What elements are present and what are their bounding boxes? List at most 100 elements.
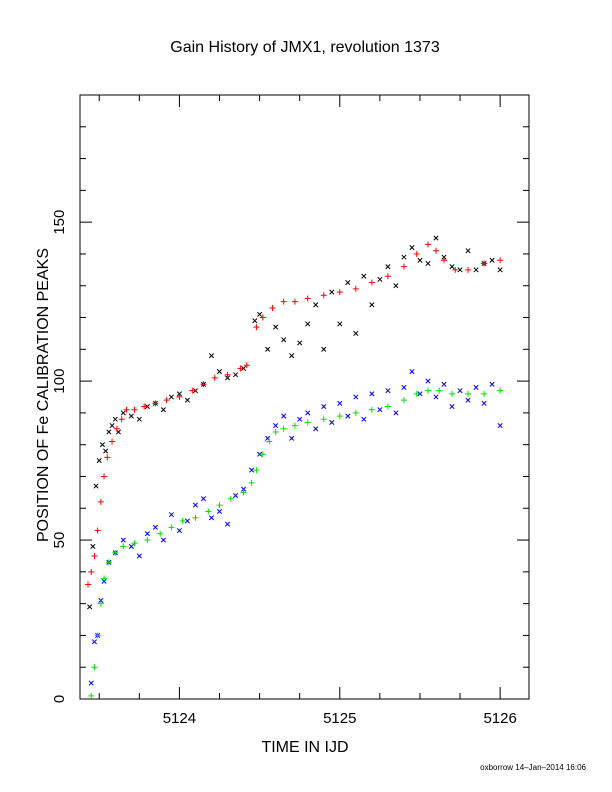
- data-point: [441, 254, 447, 260]
- data-point: [321, 403, 327, 410]
- data-point: [320, 416, 327, 423]
- data-point: [481, 400, 487, 406]
- data-point: [192, 514, 199, 521]
- data-point: [497, 257, 504, 264]
- data-point: [216, 508, 223, 514]
- data-point: [101, 473, 108, 480]
- data-point: [320, 292, 327, 299]
- data-point: [105, 559, 112, 566]
- data-point: [227, 495, 234, 502]
- data-points: [85, 235, 504, 699]
- data-point: [304, 419, 311, 426]
- data-point: [297, 340, 303, 346]
- data-point: [345, 413, 351, 419]
- data-point: [336, 413, 343, 420]
- data-point: [163, 397, 170, 404]
- data-point: [88, 692, 95, 699]
- data-point: [368, 406, 375, 413]
- data-point: [465, 390, 472, 397]
- data-point: [441, 257, 448, 264]
- data-point: [385, 264, 391, 270]
- data-point: [409, 369, 415, 375]
- data-point: [112, 416, 118, 422]
- data-point: [205, 508, 212, 515]
- data-point: [106, 429, 112, 435]
- data-point: [101, 575, 108, 582]
- data-point: [224, 375, 231, 381]
- data-point: [385, 388, 391, 394]
- data-point: [432, 247, 439, 254]
- data-point: [449, 390, 456, 397]
- data-point: [241, 486, 247, 492]
- data-point: [104, 454, 111, 461]
- data-point: [211, 374, 218, 381]
- data-point: [101, 578, 107, 584]
- data-point: [265, 346, 271, 352]
- data-point: [465, 266, 472, 273]
- data-point: [168, 394, 174, 400]
- data-point: [413, 250, 420, 257]
- data-point: [216, 369, 223, 375]
- data-point: [113, 425, 120, 432]
- data-point: [273, 324, 279, 330]
- data-point: [273, 423, 279, 429]
- data-point: [109, 438, 116, 445]
- data-point: [144, 531, 150, 537]
- y-axis-label: POSITION OF Fe CALIBRATION PEAKS: [35, 248, 52, 542]
- data-point: [200, 381, 207, 388]
- data-point: [424, 241, 431, 248]
- data-point: [436, 387, 443, 394]
- data-point: [281, 413, 287, 419]
- data-point: [160, 537, 166, 543]
- data-point: [336, 289, 343, 296]
- data-point: [313, 302, 319, 308]
- data-point: [131, 406, 138, 413]
- data-point: [259, 314, 266, 321]
- y-tick-label: 50: [51, 532, 68, 549]
- data-point: [97, 498, 104, 505]
- data-point: [352, 409, 359, 416]
- data-point: [240, 489, 247, 496]
- data-point: [441, 381, 447, 387]
- data-point: [337, 400, 343, 406]
- data-point: [497, 267, 503, 273]
- data-point: [489, 381, 495, 387]
- data-point: [232, 372, 239, 378]
- data-point: [266, 438, 273, 445]
- data-point: [93, 483, 99, 489]
- data-point: [184, 397, 190, 403]
- data-point: [259, 451, 266, 458]
- data-point: [413, 390, 420, 397]
- data-point: [321, 346, 327, 352]
- data-point: [384, 273, 391, 280]
- data-point: [401, 254, 407, 260]
- data-point: [377, 407, 383, 413]
- y-tick-label: 100: [51, 369, 68, 394]
- data-point: [176, 391, 182, 397]
- data-point: [252, 318, 258, 324]
- data-point: [465, 397, 471, 403]
- axis-ticks: [80, 95, 529, 700]
- data-point: [353, 394, 359, 400]
- data-point: [481, 260, 488, 267]
- chart-title: Gain History of JMX1, revolution 1373: [170, 39, 440, 56]
- data-point: [449, 264, 455, 270]
- data-point: [401, 384, 407, 391]
- data-point: [120, 543, 127, 550]
- data-point: [103, 448, 109, 454]
- data-point: [337, 321, 343, 327]
- data-point: [305, 321, 311, 327]
- data-point: [361, 273, 367, 279]
- data-point: [457, 267, 463, 273]
- data-point: [208, 515, 215, 521]
- data-point: [232, 492, 239, 499]
- data-point: [136, 553, 142, 559]
- data-point: [452, 266, 459, 273]
- data-point: [224, 521, 231, 527]
- data-point: [409, 245, 415, 251]
- data-point: [280, 425, 287, 432]
- data-point: [393, 283, 399, 289]
- data-point: [489, 257, 495, 263]
- data-point: [393, 410, 399, 416]
- data-point: [88, 568, 95, 575]
